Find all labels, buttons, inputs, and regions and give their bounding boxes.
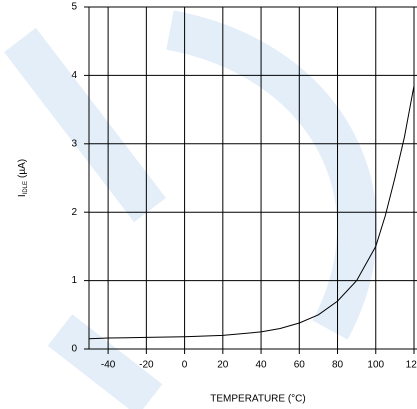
y-tick-label: 3 xyxy=(71,138,77,149)
y-tick-label: 4 xyxy=(71,70,77,81)
x-tick-label: -20 xyxy=(139,360,154,371)
y-tick-label: 0 xyxy=(71,344,77,355)
x-tick-label: 0 xyxy=(182,360,188,371)
x-tick-label: 20 xyxy=(217,360,229,371)
y-axis-label-text: IIDLE(µA) xyxy=(17,159,29,197)
x-tick-label: -40 xyxy=(101,360,116,371)
watermark xyxy=(4,10,378,409)
x-tick-label: 100 xyxy=(367,360,384,371)
y-tick-label: 1 xyxy=(71,275,77,286)
line-series xyxy=(88,85,415,340)
x-axis-label: TEMPERATURE (°C) xyxy=(210,394,305,405)
x-tick-label: 60 xyxy=(294,360,306,371)
x-tick-label: 80 xyxy=(332,360,344,371)
y-axis-label: IIDLE(µA) xyxy=(17,159,29,197)
y-tick-label: 5 xyxy=(71,2,77,13)
y-tick-label: 2 xyxy=(71,207,77,218)
x-tick-label: 120 xyxy=(406,360,417,371)
x-tick-label: 40 xyxy=(255,360,267,371)
